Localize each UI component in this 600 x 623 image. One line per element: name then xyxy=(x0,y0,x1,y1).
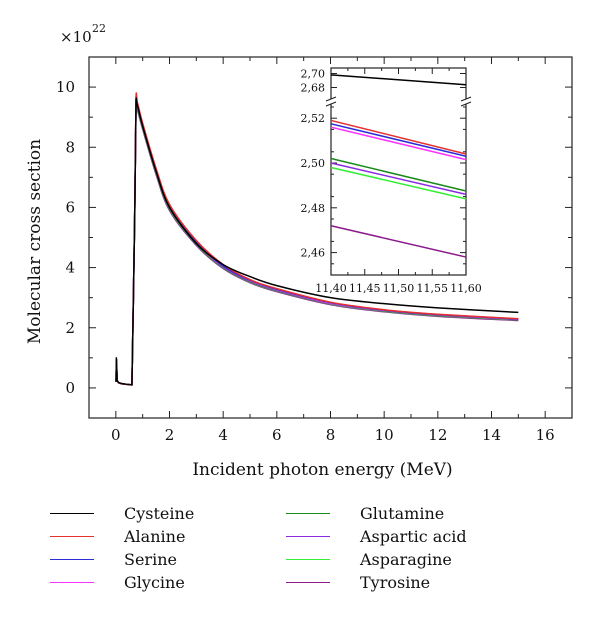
y-tick-label: 6 xyxy=(65,198,75,216)
inset-series-line-serine xyxy=(330,123,467,158)
inset-x-tick-label: 11,55 xyxy=(417,282,449,295)
x-tick-label: 4 xyxy=(218,426,228,444)
axis-break-mark xyxy=(325,101,337,107)
x-tick-label: 2 xyxy=(165,426,175,444)
inset-y-tick-label: 2,70 xyxy=(301,68,326,81)
legend-label: Aspartic acid xyxy=(360,526,467,546)
legend-item: Cysteine xyxy=(50,502,194,524)
inset-frame xyxy=(330,67,467,276)
legend-label: Glycine xyxy=(124,572,185,592)
inset-y-tick-label: 2,46 xyxy=(301,247,326,260)
inset-series-line-aspartic-acid xyxy=(330,162,467,196)
x-tick-label: 8 xyxy=(326,426,336,444)
x-tick-label: 10 xyxy=(375,426,394,444)
x-tick-label: 12 xyxy=(428,426,447,444)
legend-item: Asparagine xyxy=(286,548,452,570)
legend-label: Asparagine xyxy=(360,549,452,569)
x-axis-label: Incident photon energy (MeV) xyxy=(192,460,452,480)
y-axis-label: Molecular cross section xyxy=(25,139,45,344)
legend-label: Glutamine xyxy=(360,503,445,523)
legend-swatch xyxy=(286,558,330,560)
legend-label: Tyrosine xyxy=(360,572,431,592)
legend-label: Serine xyxy=(124,549,177,569)
legend-swatch xyxy=(50,581,94,583)
legend-swatch xyxy=(286,581,330,583)
legend-item: Serine xyxy=(50,548,177,570)
axis-break-gap xyxy=(462,99,470,104)
legend-item: Glycine xyxy=(50,571,185,593)
y-exponent: 22 xyxy=(92,22,106,35)
y-tick-label: 8 xyxy=(65,138,75,156)
x-tick-label: 16 xyxy=(536,426,555,444)
axis-break-gap xyxy=(327,99,335,104)
inset-x-tick-label: 11,45 xyxy=(349,282,381,295)
axis-break-mark xyxy=(460,96,472,102)
inset-series-line-glutamine xyxy=(330,157,467,192)
inset-x-tick-label: 11,40 xyxy=(315,282,347,295)
inset-y-tick-label: 2,52 xyxy=(301,112,326,125)
y-tick-label: 0 xyxy=(65,379,75,397)
legend: Cysteine Alanine Serine Glycine Glutamine Asp… xyxy=(50,502,550,612)
legend-swatch xyxy=(50,512,94,514)
x-tick-label: 6 xyxy=(272,426,282,444)
inset-series-line-tyrosine xyxy=(330,224,467,258)
axis-break-mark xyxy=(325,96,337,102)
legend-item: Glutamine xyxy=(286,502,444,524)
inset-plot: 11,40 11,45 11,50 11,55 11,60 2,682,70 2,46 2,4… xyxy=(301,67,482,295)
y-multiplier: ×10 xyxy=(60,28,92,46)
series-line-cysteine xyxy=(115,97,519,386)
inset-y-tick-label: 2,48 xyxy=(301,202,326,215)
legend-item: Alanine xyxy=(50,525,185,547)
legend-swatch xyxy=(286,512,330,514)
legend-label: Alanine xyxy=(124,526,186,546)
x-tick-label: 0 xyxy=(111,426,121,444)
y-tick-label: 2 xyxy=(65,319,75,337)
axis-break-mark xyxy=(460,101,472,107)
legend-swatch xyxy=(50,558,94,560)
legend-swatch xyxy=(50,535,94,537)
y-tick-label: 10 xyxy=(56,78,75,96)
inset-x-tick-label: 11,60 xyxy=(450,282,482,295)
inset-series-line-asparagine xyxy=(330,166,467,200)
legend-item: Aspartic acid xyxy=(286,525,467,547)
y-tick-label: 4 xyxy=(65,259,75,277)
inset-series-line-glycine xyxy=(330,126,467,161)
inset-series-line-cysteine xyxy=(330,74,467,86)
legend-label: Cysteine xyxy=(124,503,195,523)
legend-swatch xyxy=(286,535,330,537)
inset-y-tick-label: 2,50 xyxy=(301,157,326,170)
x-tick-label: 14 xyxy=(482,426,501,444)
legend-item: Tyrosine xyxy=(286,571,430,593)
inset-y-tick-label: 2,68 xyxy=(301,82,326,95)
inset-x-tick-label: 11,50 xyxy=(383,282,415,295)
main-plot: 0 2 4 6 8 10 12 14 16 0 2 4 6 8 10 ×10 22 Incident photon… xyxy=(25,22,573,480)
inset-series-line-alanine xyxy=(330,119,467,155)
